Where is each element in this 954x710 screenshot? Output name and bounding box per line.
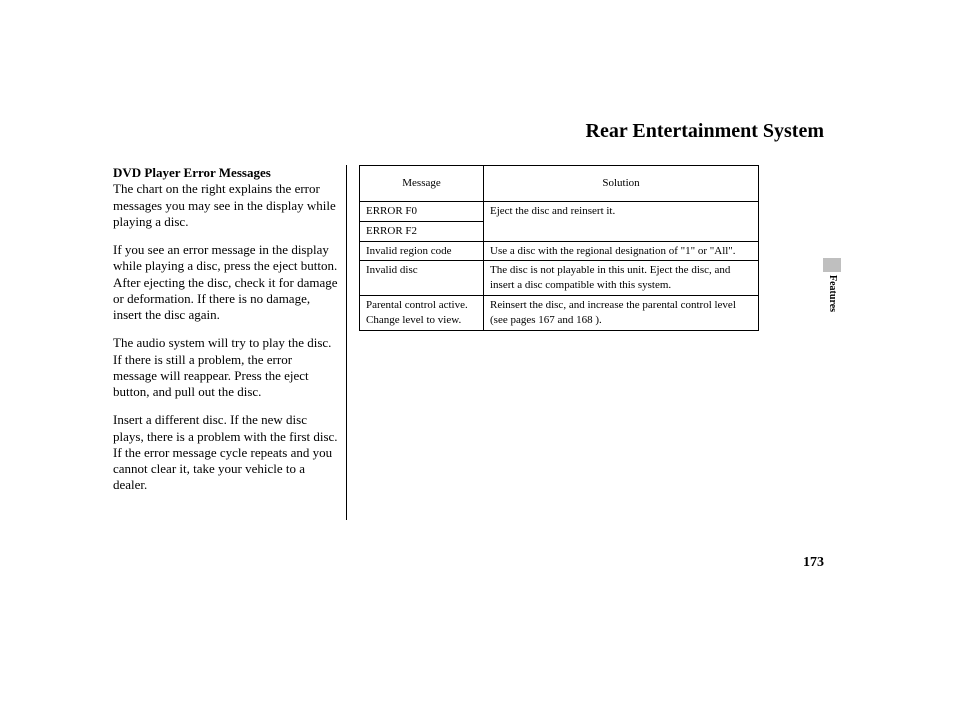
right-column: Message Solution ERROR F0 Eject the disc… (355, 165, 834, 540)
table-row: ERROR F0 Eject the disc and reinsert it. (360, 201, 759, 221)
cell-solution: Eject the disc and reinsert it. (484, 201, 759, 241)
col-header-solution: Solution (484, 166, 759, 202)
table-row: Parental control active. Change level to… (360, 296, 759, 331)
page-number: 173 (803, 555, 824, 571)
section-tab (823, 258, 841, 272)
table-header-row: Message Solution (360, 166, 759, 202)
intro-paragraph: DVD Player Error Messages The chart on t… (113, 165, 338, 230)
column-divider (346, 165, 347, 520)
content-area: DVD Player Error Messages The chart on t… (113, 165, 834, 540)
paragraph-text: Insert a different disc. If the new disc… (113, 412, 338, 493)
cell-message: Invalid region code (360, 241, 484, 261)
cell-message: ERROR F2 (360, 221, 484, 241)
left-column: DVD Player Error Messages The chart on t… (113, 165, 346, 540)
cell-message: Invalid disc (360, 261, 484, 296)
paragraph-text: The audio system will try to play the di… (113, 335, 338, 400)
paragraph-text: If you see an error message in the displ… (113, 242, 338, 323)
cell-message: ERROR F0 (360, 201, 484, 221)
cell-solution: The disc is not playable in this unit. E… (484, 261, 759, 296)
section-subhead: DVD Player Error Messages (113, 165, 271, 180)
error-messages-table: Message Solution ERROR F0 Eject the disc… (359, 165, 759, 331)
cell-solution: Use a disc with the regional designation… (484, 241, 759, 261)
cell-message: Parental control active. Change level to… (360, 296, 484, 331)
page-title: Rear Entertainment System (586, 120, 824, 143)
col-header-message: Message (360, 166, 484, 202)
table-row: Invalid region code Use a disc with the … (360, 241, 759, 261)
page: Rear Entertainment System DVD Player Err… (0, 0, 954, 710)
paragraph-text: The chart on the right explains the erro… (113, 181, 336, 229)
section-label: Features (827, 275, 838, 312)
table-row: Invalid disc The disc is not playable in… (360, 261, 759, 296)
cell-solution: Reinsert the disc, and increase the pare… (484, 296, 759, 331)
